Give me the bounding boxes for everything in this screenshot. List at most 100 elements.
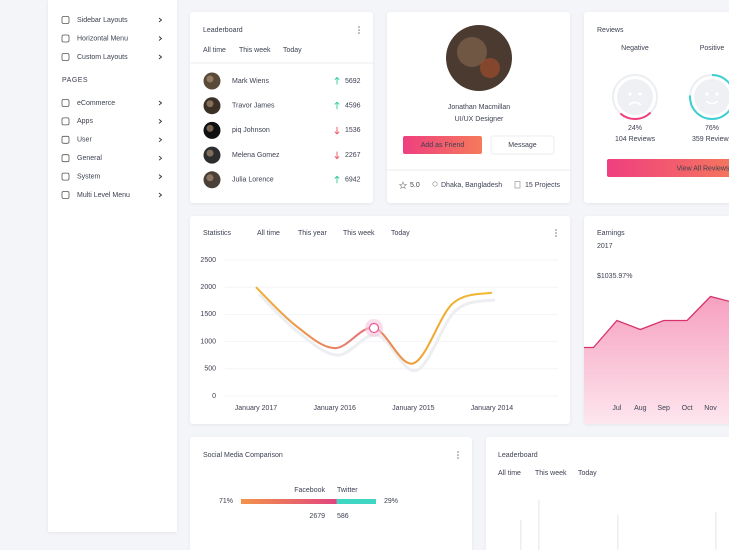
tab[interactable]: Today bbox=[283, 47, 302, 54]
x-tick-label: January 2014 bbox=[471, 405, 514, 412]
player-name: Julia Lorence bbox=[232, 177, 274, 184]
y-tick-label: 0 bbox=[212, 393, 216, 400]
menu-icon bbox=[61, 16, 70, 24]
card-title: Statistics bbox=[203, 230, 232, 237]
x-tick-label: Sep bbox=[657, 405, 670, 412]
menu-icon bbox=[61, 172, 70, 181]
card bbox=[190, 437, 472, 550]
button[interactable] bbox=[607, 159, 729, 177]
x-tick-label: Jul bbox=[612, 405, 621, 412]
card-title: Social Media Comparison bbox=[203, 452, 283, 459]
profile-role: UI/UX Designer bbox=[455, 116, 504, 123]
projects: 15 Projects bbox=[525, 182, 561, 189]
menu-item[interactable]: User bbox=[77, 137, 92, 144]
player-name: Mark Wiens bbox=[232, 78, 269, 85]
menu-item[interactable]: Horizontal Menu bbox=[77, 35, 128, 42]
button-label[interactable]: Message bbox=[508, 142, 537, 149]
tab[interactable]: All time bbox=[257, 230, 280, 237]
avatar-highlight bbox=[206, 100, 214, 108]
faint-bar bbox=[520, 520, 522, 550]
profile-photo-detail bbox=[480, 58, 500, 78]
y-tick-label: 1000 bbox=[200, 338, 216, 345]
button[interactable] bbox=[403, 136, 482, 154]
x-tick-label: January 2016 bbox=[313, 405, 356, 412]
tab[interactable]: This week bbox=[535, 470, 567, 477]
chevron bbox=[158, 192, 163, 198]
menu-dot[interactable] bbox=[555, 232, 557, 234]
menu-icon bbox=[61, 34, 70, 43]
card-subtitle: 2017 bbox=[597, 243, 613, 250]
menu-dot[interactable] bbox=[457, 451, 459, 453]
menu-dot[interactable] bbox=[555, 229, 557, 231]
review-percent: 76% bbox=[705, 125, 719, 132]
card bbox=[486, 437, 729, 550]
card bbox=[190, 216, 570, 424]
location-icon bbox=[432, 181, 438, 187]
trend-arrow bbox=[334, 126, 340, 135]
menu-dot[interactable] bbox=[457, 457, 459, 459]
chevron bbox=[158, 174, 163, 179]
tab[interactable]: This week bbox=[239, 47, 271, 54]
menu-item[interactable]: Custom Layouts bbox=[77, 54, 128, 61]
file-icon bbox=[514, 181, 521, 189]
menu-item[interactable]: eCommerce bbox=[77, 100, 115, 107]
trend-arrow bbox=[334, 101, 340, 110]
tab[interactable]: All time bbox=[498, 470, 521, 477]
y-tick-label: 500 bbox=[204, 366, 216, 373]
face-mouth bbox=[705, 100, 719, 105]
button-label[interactable]: Add as Friend bbox=[421, 142, 465, 149]
area-line bbox=[584, 295, 729, 349]
trend-arrow bbox=[334, 175, 340, 184]
button-label[interactable]: View All Reviews bbox=[677, 165, 729, 172]
player-name: Melena Gomez bbox=[232, 152, 280, 159]
x-tick-label: Aug bbox=[634, 405, 647, 412]
tab[interactable]: All time bbox=[203, 47, 226, 54]
area bbox=[584, 296, 729, 424]
ring-progress bbox=[612, 74, 658, 120]
menu-dot[interactable] bbox=[457, 454, 459, 456]
tab[interactable]: Today bbox=[578, 470, 597, 477]
menu-item[interactable]: Sidebar Layouts bbox=[77, 17, 128, 24]
chevron bbox=[158, 54, 163, 60]
chevron bbox=[158, 36, 163, 41]
menu-icon bbox=[61, 154, 70, 163]
avatar-highlight bbox=[206, 124, 214, 132]
menu-item[interactable]: Multi Level Menu bbox=[77, 192, 130, 199]
x-tick-label: January 2017 bbox=[235, 405, 278, 412]
section-label: PAGES bbox=[62, 77, 88, 84]
series-name: Twitter bbox=[337, 487, 358, 494]
star-icon bbox=[398, 181, 408, 190]
y-tick-label: 2500 bbox=[200, 257, 216, 264]
y-tick-label: 1500 bbox=[200, 311, 216, 318]
face-eye bbox=[628, 92, 632, 96]
menu-dot[interactable] bbox=[358, 29, 360, 31]
menu-dot[interactable] bbox=[555, 235, 557, 237]
tab[interactable]: This year bbox=[298, 230, 327, 237]
review-label: Positive bbox=[700, 45, 725, 52]
face-mouth bbox=[628, 101, 642, 106]
tab[interactable]: This week bbox=[343, 230, 375, 237]
score: 2267 bbox=[345, 152, 361, 159]
score: 6942 bbox=[345, 177, 361, 184]
menu-dot[interactable] bbox=[358, 32, 360, 34]
review-percent: 24% bbox=[628, 125, 642, 132]
menu-item[interactable]: Apps bbox=[77, 118, 93, 125]
face bbox=[694, 79, 729, 115]
menu-icon bbox=[61, 135, 70, 144]
y-tick-label: 2000 bbox=[200, 284, 216, 291]
menu-dot[interactable] bbox=[358, 26, 360, 28]
menu-item[interactable]: System bbox=[77, 173, 101, 180]
series-name: Facebook bbox=[294, 487, 325, 494]
face-eye bbox=[705, 92, 709, 96]
sidebar bbox=[48, 0, 177, 532]
score: 1536 bbox=[345, 127, 361, 134]
menu-icon bbox=[61, 117, 70, 126]
tab[interactable]: Today bbox=[391, 230, 410, 237]
bar-segment bbox=[336, 499, 376, 504]
faint-bar bbox=[538, 500, 540, 550]
x-tick-label: Nov bbox=[704, 405, 717, 412]
button[interactable] bbox=[490, 135, 555, 155]
highlight-point bbox=[368, 322, 380, 334]
chevron bbox=[158, 100, 163, 106]
menu-item[interactable]: General bbox=[77, 155, 102, 162]
